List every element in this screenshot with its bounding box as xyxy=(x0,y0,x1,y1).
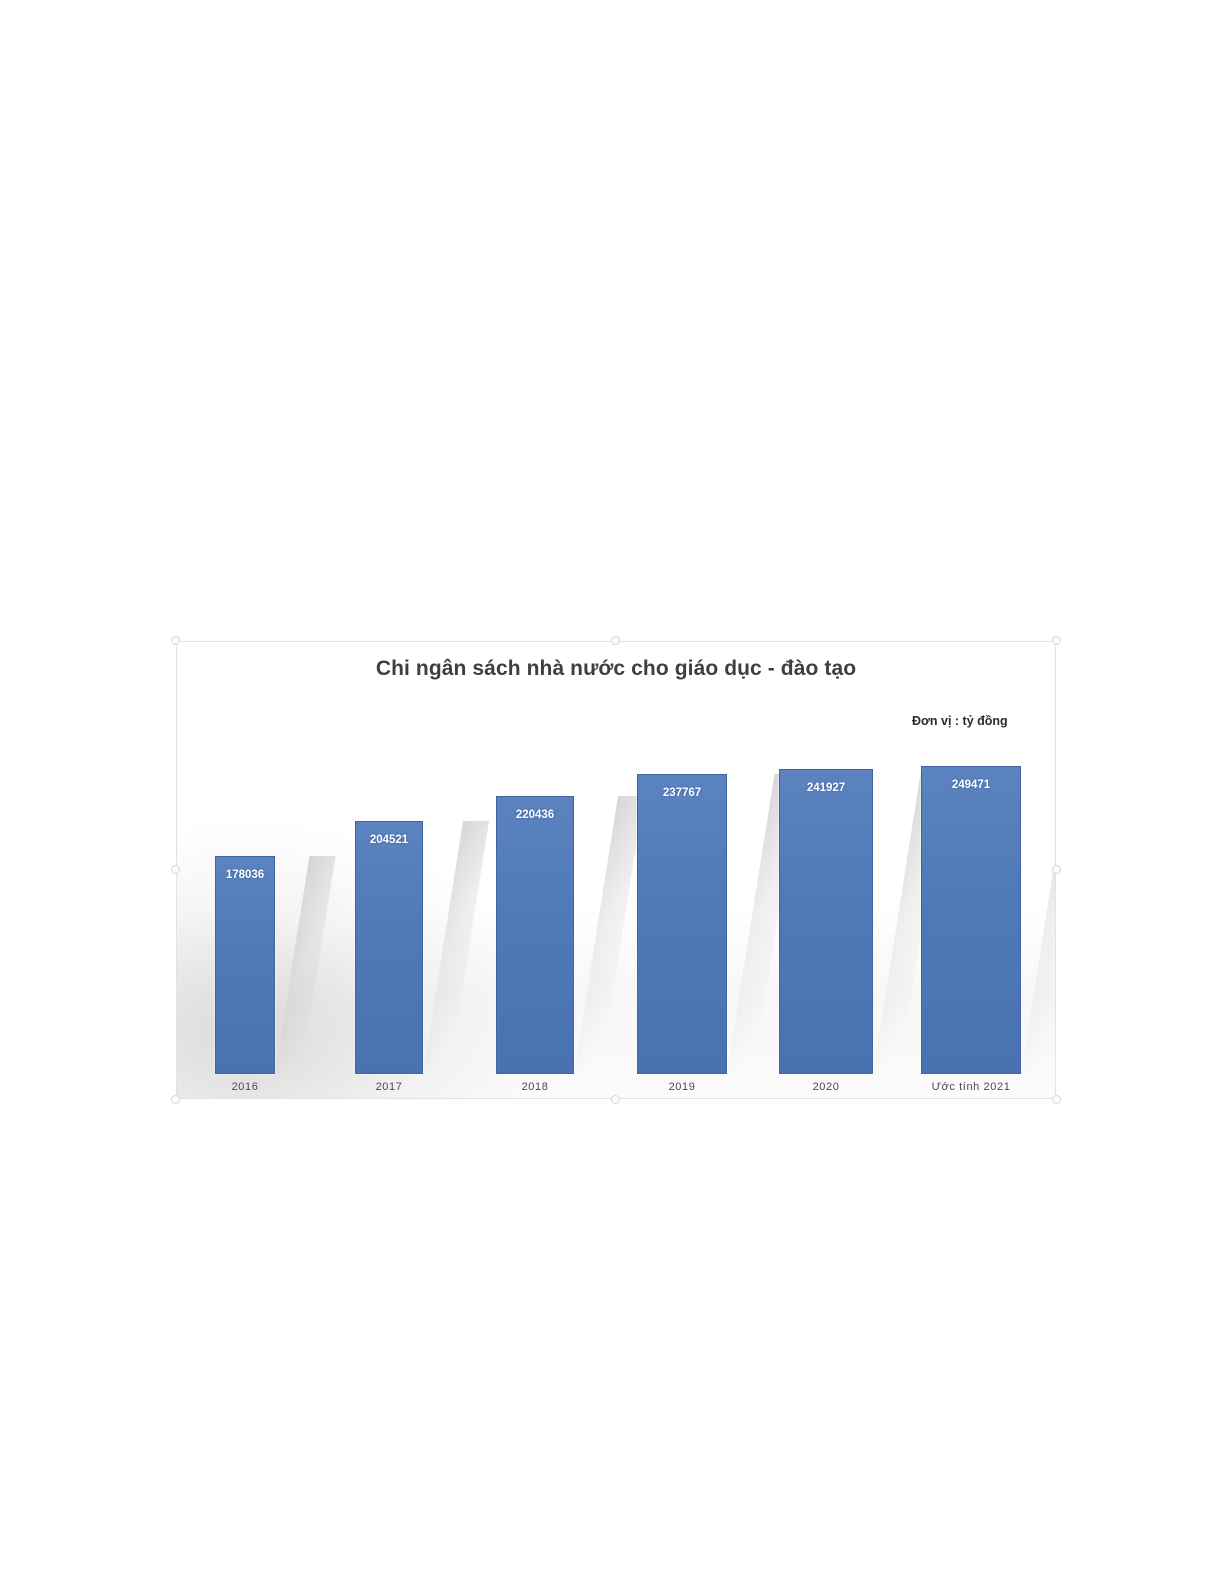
bar-group[interactable]: 237767 2019 xyxy=(637,774,801,1093)
resize-handle-ne[interactable] xyxy=(1052,636,1061,645)
bar-group[interactable]: 241927 2020 xyxy=(779,769,948,1093)
resize-handle-s[interactable] xyxy=(611,1095,620,1104)
bar-value-label: 237767 xyxy=(662,787,702,799)
chart-unit-note: Đơn vị : tỷ đồng xyxy=(912,714,1008,728)
bar-value-label: 241927 xyxy=(806,782,846,794)
resize-handle-nw[interactable] xyxy=(171,636,180,645)
chart-object[interactable]: Chi ngân sách nhà nước cho giáo dục - đà… xyxy=(171,636,1061,1104)
bar-shadow xyxy=(574,796,645,1074)
chart-title: Chi ngân sách nhà nước cho giáo dục - đà… xyxy=(375,657,857,680)
chart-canvas[interactable]: Chi ngân sách nhà nước cho giáo dục - đà… xyxy=(177,642,1055,1098)
bar-group[interactable]: 204521 2017 xyxy=(355,821,490,1093)
category-label-2016: 2016 xyxy=(231,1081,259,1093)
bar-2020[interactable]: 241927 xyxy=(779,769,873,1074)
bar-uoc-tinh-2021[interactable]: 249471 xyxy=(921,766,1021,1074)
category-label-2017: 2017 xyxy=(375,1081,403,1093)
bar-2019[interactable]: 237767 xyxy=(637,774,727,1074)
plot-area: 178036 2016 204521 2017 220436 xyxy=(177,642,1055,1098)
bar-value-label: 204521 xyxy=(369,834,409,846)
bar-group[interactable]: 249471 Ước tính 2021 xyxy=(921,766,1055,1093)
bar-2017[interactable]: 204521 xyxy=(355,821,423,1074)
bar-shadow xyxy=(275,856,336,1074)
bar-value-label: 178036 xyxy=(225,869,265,881)
bar-shadow xyxy=(423,821,490,1074)
resize-handle-se[interactable] xyxy=(1052,1095,1061,1104)
resize-handle-w[interactable] xyxy=(171,865,180,874)
category-label-2019: 2019 xyxy=(668,1081,696,1093)
bar-group[interactable]: 178036 2016 xyxy=(215,856,336,1093)
bar-2018[interactable]: 220436 xyxy=(496,796,574,1074)
bar-value-label: 220436 xyxy=(515,809,555,821)
resize-handle-e[interactable] xyxy=(1052,865,1061,874)
bar-shadow xyxy=(1021,766,1055,1074)
category-label-uoc-tinh-2021: Ước tính 2021 xyxy=(931,1081,1011,1093)
bar-group[interactable]: 220436 2018 xyxy=(496,796,645,1093)
category-label-2020: 2020 xyxy=(812,1081,840,1093)
resize-handle-sw[interactable] xyxy=(171,1095,180,1104)
category-label-2018: 2018 xyxy=(521,1081,549,1093)
bar-2016[interactable]: 178036 xyxy=(215,856,275,1074)
bar-value-label: 249471 xyxy=(951,779,991,791)
resize-handle-n[interactable] xyxy=(611,636,620,645)
